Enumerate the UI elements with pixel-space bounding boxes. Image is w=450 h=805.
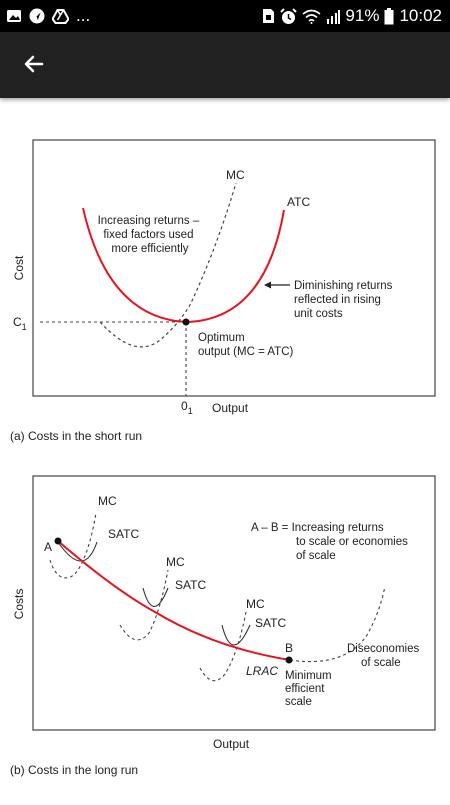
long-run-caption: (b) Costs in the long run — [10, 763, 138, 777]
mc-curve-short-run — [99, 182, 237, 348]
navigation-icon — [29, 8, 45, 24]
point-a-marker — [54, 537, 62, 545]
diseconomies-line-1: Diseconomies — [347, 643, 419, 655]
point-a-label: A — [44, 540, 52, 554]
long-run-frame — [32, 475, 436, 731]
optimum-note: Optimum output (MC = ATC) — [198, 332, 294, 358]
mc-label-3: MC — [246, 597, 265, 611]
gallery-icon — [6, 9, 22, 23]
short-run-frame — [32, 139, 436, 397]
mes-line-2: efficient — [285, 683, 325, 695]
o1-subscript: 1 — [188, 406, 193, 416]
overflow-indicator: ... — [76, 6, 91, 25]
lrac-curve — [57, 540, 291, 661]
satc-curve-3 — [221, 624, 251, 646]
diseconomies-line-2: of scale — [361, 657, 401, 669]
sim-icon — [262, 8, 275, 24]
increasing-returns-scale-note: A – B = Increasing returns to scale or e… — [251, 522, 411, 562]
scale-line-3: of scale — [296, 550, 336, 562]
c1-tick-label: C1 — [13, 315, 27, 332]
increasing-line-2: fixed factors used — [103, 229, 193, 241]
mc-curve-3 — [199, 611, 247, 682]
short-run-caption: (a) Costs in the short run — [10, 429, 142, 443]
clock-time: 10:02 — [399, 6, 442, 25]
long-run-ylabel: Costs — [12, 589, 26, 620]
figure-content: Cost MC ATC Increasing returns – fixed f… — [0, 98, 450, 800]
long-run-xlabel: Output — [213, 737, 250, 751]
status-bar: ... 91% 10:02 — [0, 0, 450, 32]
alarm-icon — [280, 7, 298, 25]
short-run-ylabel: Cost — [12, 255, 26, 280]
short-run-panel: Cost MC ATC Increasing returns – fixed f… — [10, 139, 436, 443]
satc-label-2: SATC — [175, 578, 206, 592]
arrow-left-icon — [22, 52, 46, 81]
cost-curves-figure: Cost MC ATC Increasing returns – fixed f… — [10, 139, 436, 777]
mc-curve-1 — [49, 512, 97, 579]
diminishing-line-1: Diminishing returns — [294, 280, 393, 292]
c1-subscript: 1 — [22, 322, 27, 332]
short-run-xlabel: Output — [212, 401, 249, 415]
diminishing-line-3: unit costs — [294, 308, 343, 320]
c1-letter: C — [13, 315, 22, 329]
atc-label: ATC — [287, 195, 310, 209]
wifi-icon — [302, 9, 321, 24]
mc-label-1: MC — [98, 494, 117, 508]
signal-icon — [326, 9, 341, 24]
long-run-panel: Costs A B MC SATC MC SATC MC SATC LRA — [10, 475, 436, 777]
mes-line-1: Minimum — [285, 670, 332, 682]
satc-label-3: SATC — [255, 616, 286, 630]
optimum-line-1: Optimum — [198, 332, 245, 344]
mc-curve-2 — [119, 569, 169, 641]
mc-label-short-run: MC — [226, 168, 245, 182]
minimum-efficient-scale-note: Minimum efficient scale — [285, 670, 335, 708]
mc-label-2: MC — [166, 555, 185, 569]
diminishing-line-2: reflected in rising — [294, 294, 381, 306]
app-bar — [0, 32, 450, 98]
point-b-marker — [285, 656, 293, 664]
optimum-line-2: output (MC = ATC) — [198, 346, 294, 358]
optimum-point — [182, 318, 190, 326]
point-b-label: B — [285, 641, 293, 655]
scale-line-1: A – B = Increasing returns — [251, 522, 384, 534]
back-button[interactable] — [14, 46, 54, 86]
mes-line-3: scale — [285, 696, 312, 708]
increasing-line-1: Increasing returns – — [98, 215, 200, 227]
diseconomies-curve — [289, 585, 386, 663]
satc-curve-2 — [142, 587, 169, 608]
o1-digit: 0 — [181, 399, 188, 413]
drive-icon — [52, 8, 69, 24]
satc-label-1: SATC — [108, 527, 139, 541]
lrac-label: LRAC — [246, 664, 278, 678]
increasing-line-3: more efficiently — [111, 243, 188, 255]
battery-icon — [384, 7, 394, 25]
battery-percent: 91% — [345, 6, 380, 25]
diminishing-arrow-head — [264, 281, 271, 289]
diminishing-returns-note: Diminishing returns reflected in rising … — [294, 280, 396, 320]
scale-line-2: to scale or economies — [296, 536, 408, 548]
increasing-returns-note: Increasing returns – fixed factors used … — [98, 215, 203, 255]
status-right-icons: 91% 10:02 — [262, 6, 442, 26]
o1-tick-label: 01 — [181, 399, 193, 416]
status-left-icons: ... — [6, 6, 90, 26]
diseconomies-note: Diseconomies of scale — [347, 643, 422, 669]
